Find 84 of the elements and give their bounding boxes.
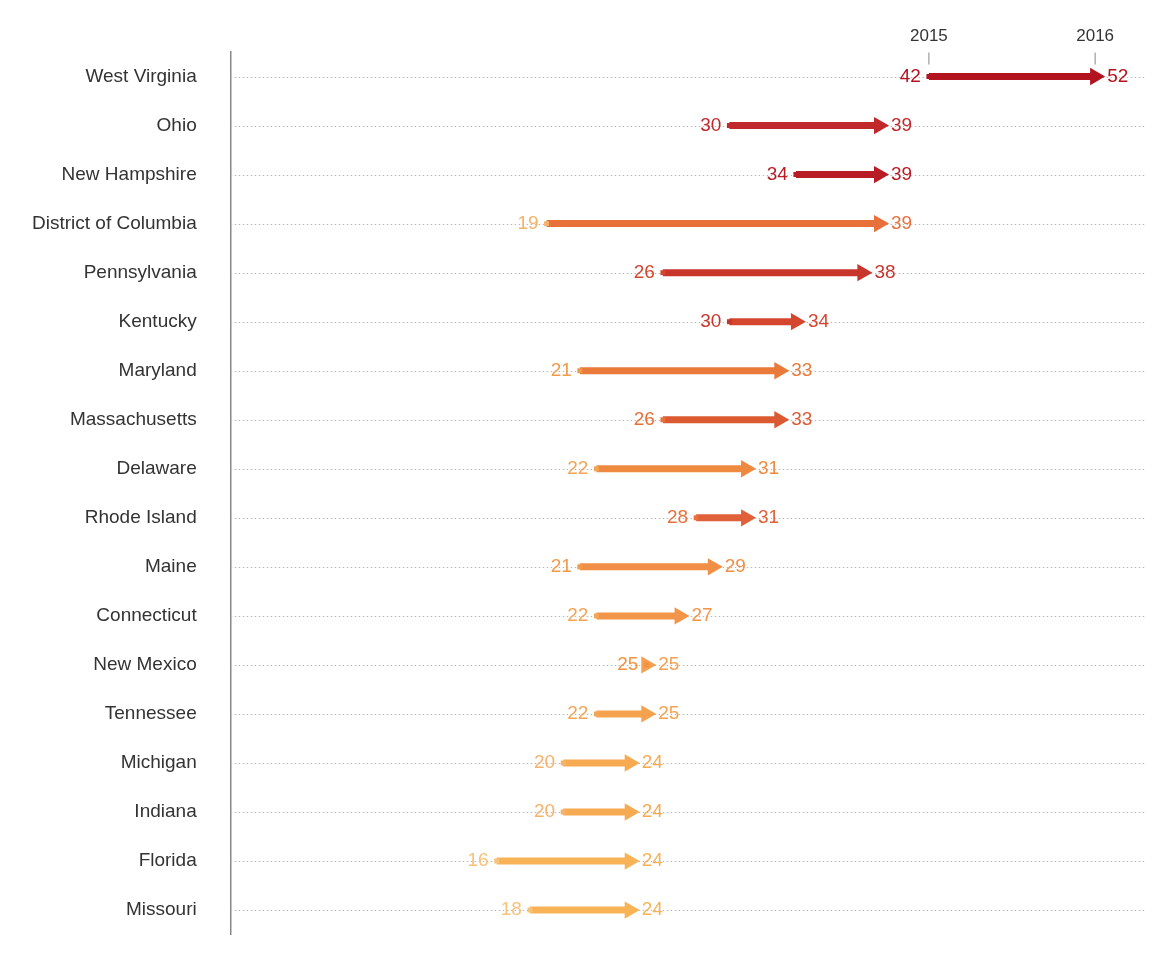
- annotation: 2015: [909, 26, 948, 46]
- point: [527, 907, 533, 913]
- point: [593, 613, 599, 619]
- data-label: 39: [891, 162, 913, 184]
- annotation: 2016: [1076, 26, 1115, 46]
- point: [577, 368, 583, 374]
- y-tick-label: Maine: [144, 555, 197, 577]
- data-label: 19: [517, 211, 539, 233]
- point: [874, 116, 890, 135]
- data-label: 20: [534, 751, 556, 773]
- data-label: 22: [567, 604, 589, 626]
- y-tick-label: New Hampshire: [61, 162, 197, 184]
- point: [660, 417, 666, 423]
- point: [693, 515, 699, 521]
- data-label: 24: [641, 849, 664, 871]
- point: [593, 466, 599, 472]
- y-tick-label: New Mexico: [93, 653, 197, 675]
- y-tick-label: Pennsylvania: [83, 260, 198, 282]
- y-tick-label: Michigan: [120, 751, 197, 773]
- point: [874, 165, 890, 184]
- point: [624, 754, 640, 772]
- data-label: 42: [899, 64, 921, 86]
- point: [593, 711, 599, 717]
- y-tick-label: Tennessee: [104, 702, 197, 724]
- data-label: 34: [807, 309, 830, 331]
- y-tick-label: Florida: [138, 849, 198, 871]
- y-tick-label: Rhode Island: [84, 506, 197, 528]
- data-label: 25: [658, 702, 680, 724]
- y-tick-label: Massachusetts: [69, 407, 197, 429]
- data-label: 21: [550, 358, 572, 380]
- data-label: 33: [791, 358, 813, 380]
- data-label: 26: [633, 407, 655, 429]
- y-tick-label: Missouri: [125, 898, 197, 920]
- data-label: 33: [791, 407, 813, 429]
- data-label: 25: [658, 653, 680, 675]
- point: [874, 214, 890, 233]
- point: [624, 901, 640, 919]
- y-tick-label: Maryland: [118, 358, 197, 380]
- point: [641, 705, 657, 723]
- point: [1090, 67, 1106, 86]
- data-label: 22: [567, 702, 589, 724]
- point: [624, 803, 640, 821]
- point: [674, 607, 690, 625]
- data-label: 39: [891, 113, 913, 135]
- data-label: 24: [641, 751, 664, 773]
- y-tick-label: Indiana: [134, 800, 198, 822]
- data-label: 27: [691, 604, 713, 626]
- data-label: 16: [467, 849, 489, 871]
- data-label: 30: [700, 309, 722, 331]
- y-tick-label: Connecticut: [96, 604, 198, 626]
- data-label: 18: [500, 898, 522, 920]
- data-label: 31: [758, 506, 780, 528]
- data-label: 25: [617, 653, 639, 675]
- data-label: 26: [633, 260, 655, 282]
- point: [741, 509, 757, 527]
- data-label: 24: [641, 800, 664, 822]
- data-label: 20: [534, 800, 556, 822]
- point: [624, 852, 640, 870]
- point: [494, 858, 500, 864]
- point: [741, 460, 757, 478]
- point: [707, 558, 723, 576]
- data-label: 38: [874, 260, 896, 282]
- point: [790, 313, 806, 331]
- data-label: 28: [667, 506, 689, 528]
- y-tick-label: Delaware: [116, 457, 197, 479]
- point: [577, 564, 583, 570]
- data-label: 24: [641, 898, 664, 920]
- y-tick-label: Kentucky: [118, 309, 198, 331]
- data-label: 21: [550, 555, 572, 577]
- data-label: 52: [1107, 64, 1129, 86]
- data-label: 22: [567, 457, 589, 479]
- y-tick-label: Ohio: [156, 113, 197, 135]
- y-tick-label: West Virginia: [85, 64, 198, 86]
- point: [660, 270, 666, 276]
- point: [774, 411, 790, 429]
- y-tick-label: District of Columbia: [31, 211, 198, 233]
- data-label: 34: [766, 162, 789, 184]
- data-label: 39: [891, 211, 913, 233]
- data-label: 31: [758, 457, 780, 479]
- point: [857, 263, 873, 282]
- data-label: 29: [724, 555, 746, 577]
- point: [544, 221, 550, 227]
- point: [774, 362, 790, 380]
- data-label: 30: [700, 113, 722, 135]
